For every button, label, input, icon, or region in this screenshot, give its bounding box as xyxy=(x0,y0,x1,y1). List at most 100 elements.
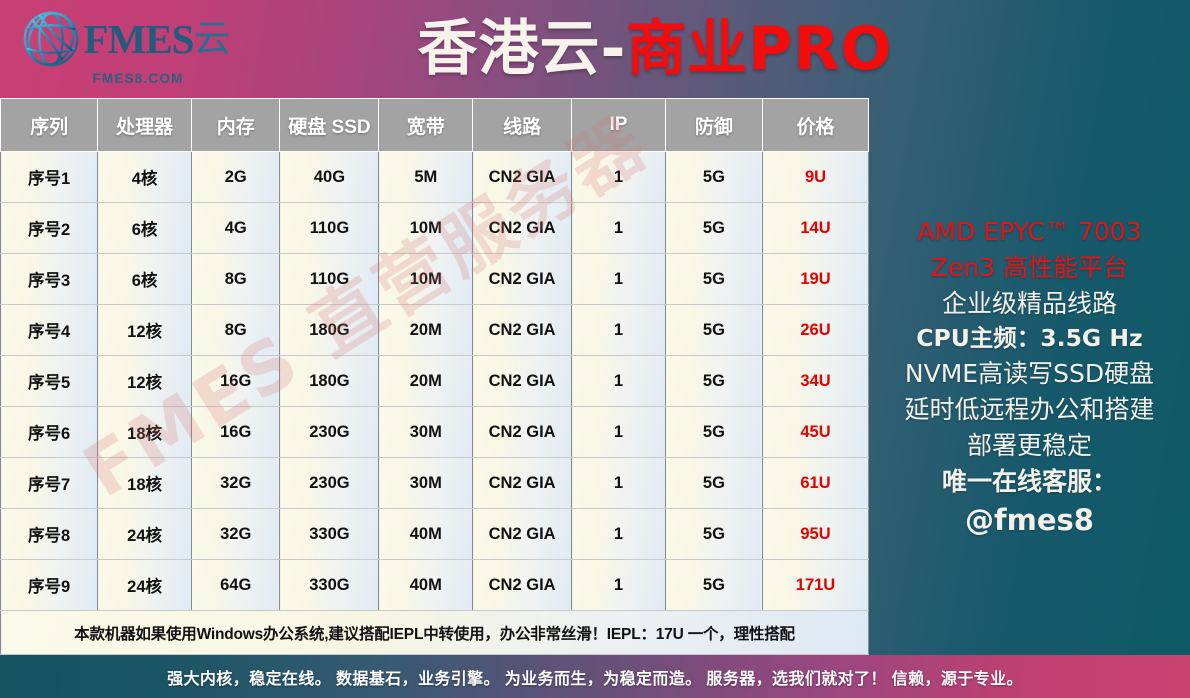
table-cell: 20M xyxy=(378,355,474,407)
table-cell: CN2 GIA xyxy=(472,457,573,509)
column-header-5: 线路 xyxy=(472,98,573,152)
table-cell: 24核 xyxy=(97,508,192,560)
table-cell: 序号1 xyxy=(0,151,99,203)
table-cell: CN2 GIA xyxy=(472,304,573,356)
column-header-7: 防御 xyxy=(664,98,764,152)
spec-line-0: AMD EPYC™ 7003 xyxy=(917,217,1142,246)
table-cell: CN2 GIA xyxy=(472,202,573,254)
page-title-white: 香港云- xyxy=(417,14,627,84)
spec-line-2: 企业级精品线路 xyxy=(941,289,1117,318)
table-row: 序号8 24核 32G 330G 40M CN2 GIA 1 5G 95U xyxy=(0,508,869,560)
table-cell: 180G xyxy=(279,304,380,356)
table-row: 序号2 6核 4G 110G 10M CN2 GIA 1 5G 14U xyxy=(0,202,869,254)
table-cell: 4G xyxy=(190,202,281,254)
logo-wordmark: FMES xyxy=(83,15,195,62)
price-cell: 14U xyxy=(762,202,869,254)
table-cell: 12核 xyxy=(97,355,192,407)
table-cell: 5G xyxy=(664,202,764,254)
header-banner: FMES 云 FMES8.COM 香港云-商业PRO xyxy=(0,0,1190,98)
table-cell: 序号6 xyxy=(0,406,99,458)
table-cell: 18核 xyxy=(97,457,192,509)
table-cell: 8G xyxy=(190,253,281,305)
spec-line-1: Zen3 高性能平台 xyxy=(930,253,1129,282)
table-cell: 序号4 xyxy=(0,304,99,356)
table-cell: 1 xyxy=(571,508,666,560)
column-header-1: 处理器 xyxy=(97,98,192,152)
spec-panel: AMD EPYC™ 7003 Zen3 高性能平台 企业级精品线路 CPU主频：3.5… xyxy=(869,98,1190,655)
price-cell: 26U xyxy=(762,304,869,356)
column-header-0: 序列 xyxy=(0,98,99,152)
table-cell: 5G xyxy=(664,559,764,611)
table-row: 序号1 4核 2G 40G 5M CN2 GIA 1 5G 9U xyxy=(0,151,869,203)
table-cell: CN2 GIA xyxy=(472,406,573,458)
spec-line-5: 延时低远程办公和搭建 xyxy=(904,394,1155,424)
main-content: 序列 处理器 内存 硬盘 SSD 宽带 线路 IP 防御 价格 序号1 4核 2G 40G 5M CN2 … xyxy=(0,98,1190,655)
brand-logo[interactable]: FMES 云 FMES8.COM xyxy=(0,0,250,98)
table-cell: 40M xyxy=(378,559,474,611)
table-cell: 1 xyxy=(571,304,666,356)
table-cell: 序号7 xyxy=(0,457,99,509)
spec-line-8: @fmes8 xyxy=(965,502,1094,537)
table-head: 序列 处理器 内存 硬盘 SSD 宽带 线路 IP 防御 价格 xyxy=(0,98,869,152)
table-cell: 5G xyxy=(664,151,764,203)
spec-panel-lines: AMD EPYC™ 7003 Zen3 高性能平台 企业级精品线路 CPU主频：3.5… xyxy=(904,214,1154,542)
table-cell: 1 xyxy=(571,151,666,203)
price-cell: 45U xyxy=(762,406,869,458)
table-cell: 12核 xyxy=(97,304,192,356)
table-cell: 5G xyxy=(664,304,764,356)
table-cell: 序号8 xyxy=(0,508,99,560)
table-row: 序号6 18核 16G 230G 30M CN2 GIA 1 5G 45U xyxy=(0,406,869,458)
table-cell: 4核 xyxy=(97,151,192,203)
table-row: 序号5 12核 16G 180G 20M CN2 GIA 1 5G 34U xyxy=(0,355,869,407)
table-cell: 6核 xyxy=(97,202,192,254)
table-body: 序号1 4核 2G 40G 5M CN2 GIA 1 5G 9U 序号2 6核 4G 110G 10M CN… xyxy=(0,151,869,611)
price-cell: 95U xyxy=(762,508,869,560)
table-cell: 5M xyxy=(378,151,474,203)
page-title-red: 商业PRO xyxy=(626,14,893,84)
table-cell: CN2 GIA xyxy=(472,253,573,305)
table-cell: 180G xyxy=(279,355,380,407)
price-cell: 61U xyxy=(762,457,869,509)
spec-line-3: CPU主频：3.5G Hz xyxy=(916,324,1143,352)
table-cell: CN2 GIA xyxy=(472,151,573,203)
table-cell: 18核 xyxy=(97,406,192,458)
table-row: 序号4 12核 8G 180G 20M CN2 GIA 1 5G 26U xyxy=(0,304,869,356)
table-cell: 1 xyxy=(571,406,666,458)
table-cell: 1 xyxy=(571,355,666,407)
table-cell: 5G xyxy=(664,508,764,560)
column-header-6: IP xyxy=(571,98,666,152)
table-cell: 1 xyxy=(571,457,666,509)
globe-icon xyxy=(23,11,78,67)
table-row: 序号9 24核 64G 330G 40M CN2 GIA 1 5G 171U xyxy=(0,559,869,611)
table-cell: CN2 GIA xyxy=(472,355,573,407)
table-cell: 序号5 xyxy=(0,355,99,407)
table-cell: 24核 xyxy=(97,559,192,611)
table-cell: 110G xyxy=(279,202,380,254)
table-cell: 110G xyxy=(279,253,380,305)
page-title: 香港云-商业PRO xyxy=(417,19,892,79)
spec-line-7: 唯一在线客服： xyxy=(941,466,1117,496)
column-header-4: 宽带 xyxy=(378,98,474,152)
footer-slogan: 强大内核，稳定在线。 数据基石，业务引擎。 为业务而生，为稳定而造。 服务器，选… xyxy=(167,670,1023,688)
title-block: 香港云-商业PRO xyxy=(250,0,1190,98)
table-cell: 5G xyxy=(664,253,764,305)
spec-line-4: NVME高读写SSD硬盘 xyxy=(904,358,1155,388)
table-cell: 6核 xyxy=(97,253,192,305)
table-cell: 40G xyxy=(279,151,380,203)
column-header-2: 内存 xyxy=(190,98,281,152)
table-cell: 64G xyxy=(190,559,281,611)
table-header-row: 序列 处理器 内存 硬盘 SSD 宽带 线路 IP 防御 价格 xyxy=(0,98,869,152)
table-cell: 32G xyxy=(190,508,281,560)
table-note: 本款机器如果使用Windows办公系统,建议搭配IEPL中转使用，办公非常丝滑！… xyxy=(0,610,869,655)
table-cell: 32G xyxy=(190,457,281,509)
table-cell: 30M xyxy=(378,406,474,458)
price-cell: 171U xyxy=(762,559,869,611)
table-cell: 16G xyxy=(190,355,281,407)
table-cell: 1 xyxy=(571,253,666,305)
table-row: 序号7 18核 32G 230G 30M CN2 GIA 1 5G 61U xyxy=(0,457,869,509)
pricing-table: 序列 处理器 内存 硬盘 SSD 宽带 线路 IP 防御 价格 序号1 4核 2G 40G 5M CN2 … xyxy=(0,98,869,655)
table-cell: 序号2 xyxy=(0,202,99,254)
table-cell: 10M xyxy=(378,253,474,305)
logo-cloud-char: 云 xyxy=(193,18,231,60)
table-cell: 1 xyxy=(571,202,666,254)
